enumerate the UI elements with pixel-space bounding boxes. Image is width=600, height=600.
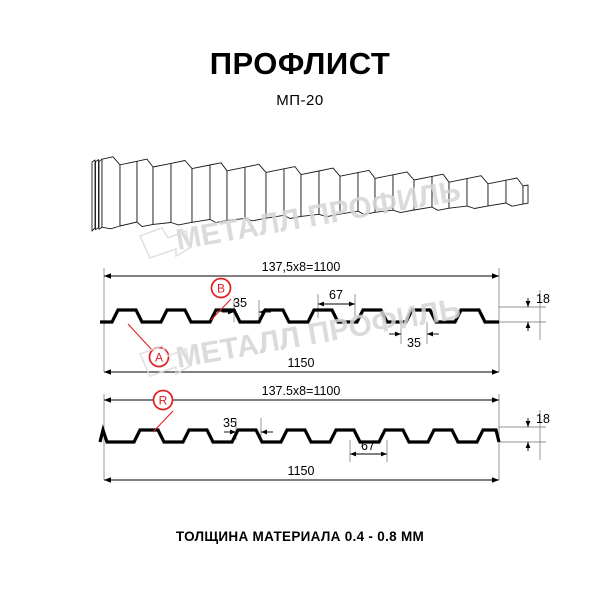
dimension-overall-bottom-top: 1150: [104, 356, 499, 375]
material-thickness-note: ТОЛЩИНА МАТЕРИАЛА 0.4 - 0.8 ММ: [175, 529, 425, 544]
dimension-overall-bottom-bottom: 1150: [104, 464, 499, 483]
dimension-rib-lower-top: 35: [389, 331, 439, 350]
dimension-label-flat-top: 67: [329, 288, 343, 302]
page-subtitle: МП-20: [276, 92, 324, 109]
isometric-sheet-view: [91, 156, 529, 232]
dimension-label-height-top: 18: [536, 292, 550, 306]
detail-marker-r-label: R: [159, 394, 168, 408]
metall-profil-logo: [138, 227, 191, 259]
dimension-overall-top: 137,5x8=1100: [104, 260, 499, 279]
profile-outline-top: [100, 308, 499, 324]
dimension-label-flat-bottom: 67: [361, 439, 375, 453]
dimension-label-overall-bottom-top: 1150: [288, 356, 315, 370]
detail-marker-b-label: B: [217, 282, 225, 296]
title-block: ПРОФЛИСТ МП-20: [0, 48, 600, 109]
detail-marker-b[interactable]: B: [210, 277, 232, 321]
dimension-overall-top-bottom: 137.5x8=1100: [104, 384, 499, 403]
dimension-label-rib-bottom: 35: [223, 416, 237, 430]
dimension-rib-bottom: 35: [223, 416, 273, 435]
dimension-flat-bottom: 67: [350, 439, 387, 457]
dimension-flat-top: 67: [318, 288, 355, 307]
dimension-label-rib-upper-top: 35: [233, 296, 247, 310]
profile-outline-bottom: [98, 424, 501, 444]
profile-section-bottom: 137.5x8=1100 R 35 67: [98, 384, 550, 483]
profile-section-top: 137,5x8=1100 A B 35 67: [100, 260, 550, 375]
dimension-label-rib-lower-top: 35: [407, 336, 421, 350]
detail-marker-a-label: A: [155, 351, 163, 365]
detail-marker-r[interactable]: R: [152, 389, 174, 433]
page-title: ПРОФЛИСТ: [209, 46, 391, 81]
dimension-label-height-bottom: 18: [536, 412, 550, 426]
detail-marker-a[interactable]: A: [127, 323, 170, 368]
dimension-label-overall-bottom-bottom: 1150: [288, 464, 315, 478]
dimension-height-top: 18: [525, 292, 550, 331]
dimension-height-bottom: 18: [525, 412, 550, 451]
metall-profil-logo-2: [138, 345, 191, 377]
dimension-label-overall-top-bottom: 137.5x8=1100: [262, 384, 341, 398]
dimension-rib-upper-top: 35: [222, 296, 271, 315]
dimension-label-overall-top: 137,5x8=1100: [262, 260, 341, 274]
